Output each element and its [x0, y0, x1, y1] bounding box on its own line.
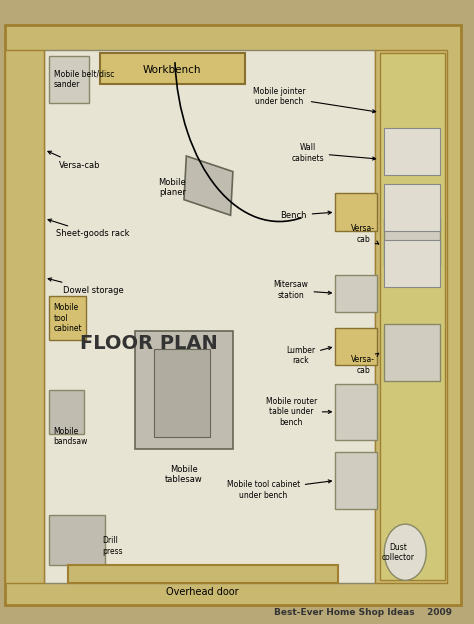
Text: FLOOR PLAN: FLOOR PLAN [80, 334, 218, 353]
Bar [384, 218, 440, 265]
Bar [336, 193, 377, 231]
Bar [49, 515, 105, 565]
Text: Versa-
cab: Versa- cab [351, 224, 379, 244]
Bar [336, 275, 377, 312]
Text: Mitersaw
station: Mitersaw station [273, 280, 331, 300]
Text: Workbench: Workbench [143, 65, 201, 75]
Bar [154, 349, 210, 437]
Text: Dowel storage: Dowel storage [48, 278, 124, 295]
Text: Sheet-goods rack: Sheet-goods rack [48, 219, 130, 238]
Polygon shape [184, 156, 233, 215]
Bar [384, 184, 440, 231]
Bar [100, 53, 245, 84]
Circle shape [384, 524, 426, 580]
Bar [135, 331, 233, 449]
Bar [49, 296, 86, 340]
Text: Overhead door: Overhead door [166, 587, 239, 597]
Bar [384, 324, 440, 381]
Text: Wall
cabinets: Wall cabinets [291, 143, 375, 163]
Bar [336, 384, 377, 440]
Bar [67, 565, 337, 583]
Text: Mobile
tablesaw: Mobile tablesaw [165, 464, 203, 484]
Text: Versa-cab: Versa-cab [48, 151, 100, 170]
Text: Mobile
tool
cabinet: Mobile tool cabinet [54, 303, 82, 333]
Bar [336, 328, 377, 365]
Bar [49, 390, 84, 434]
Text: Best-Ever Home Shop Ideas    2009: Best-Ever Home Shop Ideas 2009 [274, 608, 452, 617]
Bar [380, 53, 445, 580]
Bar [5, 50, 44, 583]
Text: Mobile
planer: Mobile planer [158, 177, 186, 197]
Text: Versa-
cab: Versa- cab [351, 353, 379, 375]
Bar [384, 128, 440, 175]
Text: Mobile belt/disc
sander: Mobile belt/disc sander [54, 69, 114, 89]
Text: Lumber
rack: Lumber rack [286, 346, 331, 366]
Text: Mobile tool cabinet
under bench: Mobile tool cabinet under bench [227, 480, 331, 500]
Bar [44, 50, 375, 583]
Text: Drill
press: Drill press [102, 536, 123, 556]
Text: Dust
collector: Dust collector [382, 542, 415, 562]
Bar [336, 452, 377, 509]
Bar [375, 50, 447, 583]
Bar [384, 240, 440, 287]
Text: Mobile jointer
under bench: Mobile jointer under bench [253, 87, 376, 113]
Text: Mobile router
table under
bench: Mobile router table under bench [265, 397, 331, 427]
Text: Bench: Bench [280, 211, 331, 220]
Bar [49, 56, 89, 103]
Text: Mobile
bandsaw: Mobile bandsaw [54, 427, 88, 447]
